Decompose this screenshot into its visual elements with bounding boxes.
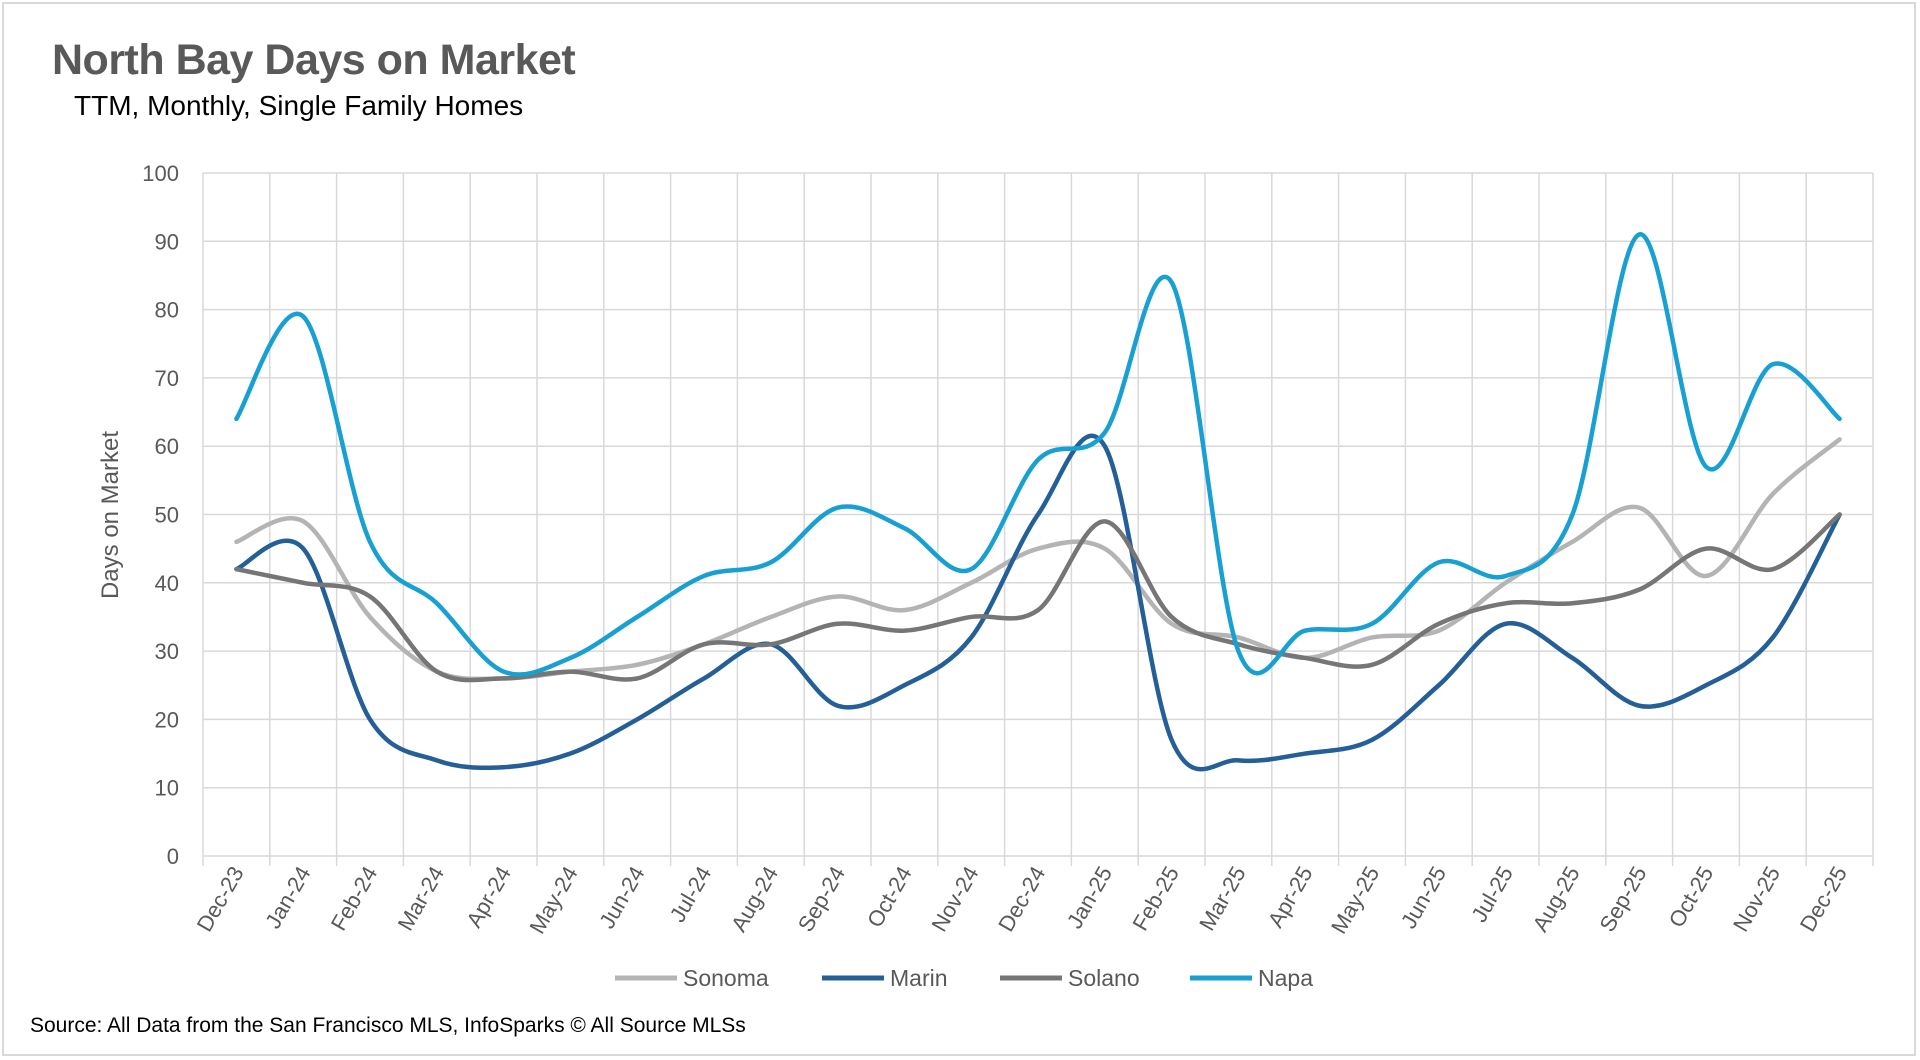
gridlines	[202, 172, 1874, 866]
series-line-marin	[234, 433, 1842, 772]
y-tick-label: 40	[155, 571, 179, 596]
x-tick-label: May-24	[524, 862, 582, 938]
series-line-solano	[234, 512, 1842, 683]
x-axis-ticks: Dec-23 Jan-24 Feb-24 Mar-24 Apr-24 May-24 Jun-…	[192, 862, 1852, 938]
y-tick-label: 0	[167, 844, 179, 869]
y-tick-label: 20	[155, 707, 179, 732]
series-line-sonoma	[234, 437, 1842, 682]
y-axis-ticks: 0 10 20 30 40 50 60 70 80 90 100	[142, 161, 179, 869]
chart-title: North Bay Days on Market	[52, 36, 576, 84]
chart-subtitle: TTM, Monthly, Single Family Homes	[74, 90, 524, 121]
x-tick-label: Jun-24	[594, 862, 649, 933]
series-lines	[234, 232, 1842, 772]
legend-item-sonoma: Sonoma	[615, 965, 769, 991]
x-tick-label: Apr-25	[1263, 862, 1318, 932]
legend-label: Marin	[890, 965, 948, 991]
legend-item-solano: Solano	[1000, 965, 1140, 991]
y-tick-label: 30	[155, 639, 179, 664]
x-tick-label: Mar-25	[1194, 862, 1250, 935]
x-tick-label: Oct-24	[862, 862, 917, 932]
y-tick-label: 50	[155, 503, 179, 528]
x-tick-label: Jul-24	[665, 862, 717, 926]
legend: Sonoma Marin Solano Napa	[615, 965, 1313, 991]
x-tick-label: Mar-24	[393, 862, 449, 935]
y-tick-label: 90	[155, 229, 179, 254]
legend-label: Napa	[1258, 965, 1313, 991]
x-tick-label: Aug-25	[1528, 862, 1585, 936]
source-note: Source: All Data from the San Francisco …	[30, 1014, 746, 1037]
y-tick-label: 60	[155, 434, 179, 459]
x-tick-label: Aug-24	[726, 862, 783, 936]
x-tick-label: Oct-25	[1664, 862, 1719, 932]
x-tick-label: May-25	[1326, 862, 1384, 938]
series-line-napa	[234, 232, 1842, 677]
y-tick-label: 80	[155, 298, 179, 323]
legend-item-marin: Marin	[822, 965, 948, 991]
x-tick-label: Apr-24	[461, 862, 516, 932]
x-tick-label: Jun-25	[1396, 862, 1451, 933]
y-tick-label: 100	[142, 161, 179, 186]
x-tick-label: Jul-25	[1466, 862, 1518, 926]
x-tick-label: Dec-24	[993, 862, 1050, 936]
x-tick-label: Nov-25	[1728, 862, 1785, 936]
y-tick-label: 70	[155, 366, 179, 391]
x-tick-label: Jan-25	[1062, 862, 1117, 933]
x-tick-label: Feb-25	[1127, 862, 1184, 935]
y-tick-label: 10	[155, 776, 179, 801]
x-tick-label: Jan-24	[260, 862, 315, 933]
x-tick-label: Sep-25	[1594, 862, 1651, 936]
x-tick-label: Dec-25	[1795, 862, 1852, 936]
x-tick-label: Nov-24	[926, 862, 983, 936]
x-tick-label: Dec-23	[192, 862, 249, 936]
legend-label: Solano	[1068, 965, 1140, 991]
x-tick-label: Feb-24	[326, 862, 383, 935]
legend-label: Sonoma	[683, 965, 769, 991]
x-tick-label: Sep-24	[793, 862, 850, 936]
y-axis-label: Days on Market	[97, 431, 124, 599]
legend-item-napa: Napa	[1190, 965, 1313, 991]
